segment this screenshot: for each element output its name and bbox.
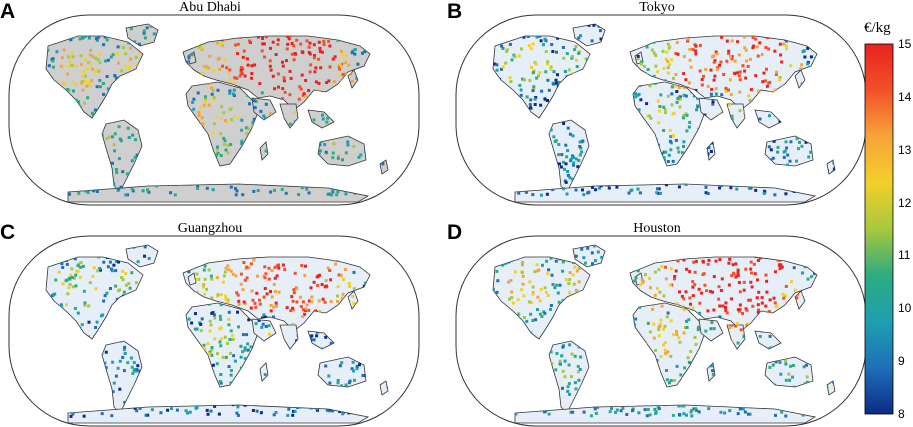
world-map — [8, 235, 420, 427]
colorbar-tick-label: 9 — [898, 354, 905, 368]
colorbar-tick-label: 14 — [898, 90, 911, 104]
landmass-southAmerica — [549, 120, 589, 192]
landmass-africa — [186, 82, 258, 166]
colorbar-tick-label: 15 — [898, 37, 911, 51]
colorbar-tick-label: 11 — [898, 248, 910, 262]
landmass-southAmerica — [102, 341, 142, 413]
landmass-india — [727, 104, 745, 128]
landmass-antarctica — [515, 184, 815, 202]
landmass-seAsia — [755, 331, 781, 349]
world-map — [8, 14, 420, 206]
colorbar — [864, 24, 894, 416]
world-map — [455, 14, 867, 206]
landmass-nz — [827, 160, 835, 174]
colorbar-tick-label: 8 — [898, 407, 905, 421]
landmass-southAmerica — [549, 341, 589, 413]
landmass-africa — [633, 82, 705, 166]
landmass-antarctica — [515, 405, 815, 423]
world-map — [455, 235, 867, 427]
landmass-madagascar — [260, 363, 268, 381]
colorbar-tick-label: 12 — [898, 196, 911, 210]
landmass-india — [280, 325, 298, 349]
colorbar-tick-label: 13 — [898, 143, 911, 157]
landmass-northAmerica — [493, 257, 590, 339]
landmass-northAmerica — [46, 36, 143, 118]
landmass-nz — [380, 160, 388, 174]
landmass-japan — [795, 70, 805, 88]
landmass-seAsia — [308, 110, 334, 128]
landmass-japan — [348, 291, 358, 309]
landmass-antarctica — [68, 184, 368, 202]
landmass-africa — [633, 303, 705, 387]
landmass-japan — [795, 291, 805, 309]
colorbar-tick-label: 10 — [898, 301, 911, 315]
